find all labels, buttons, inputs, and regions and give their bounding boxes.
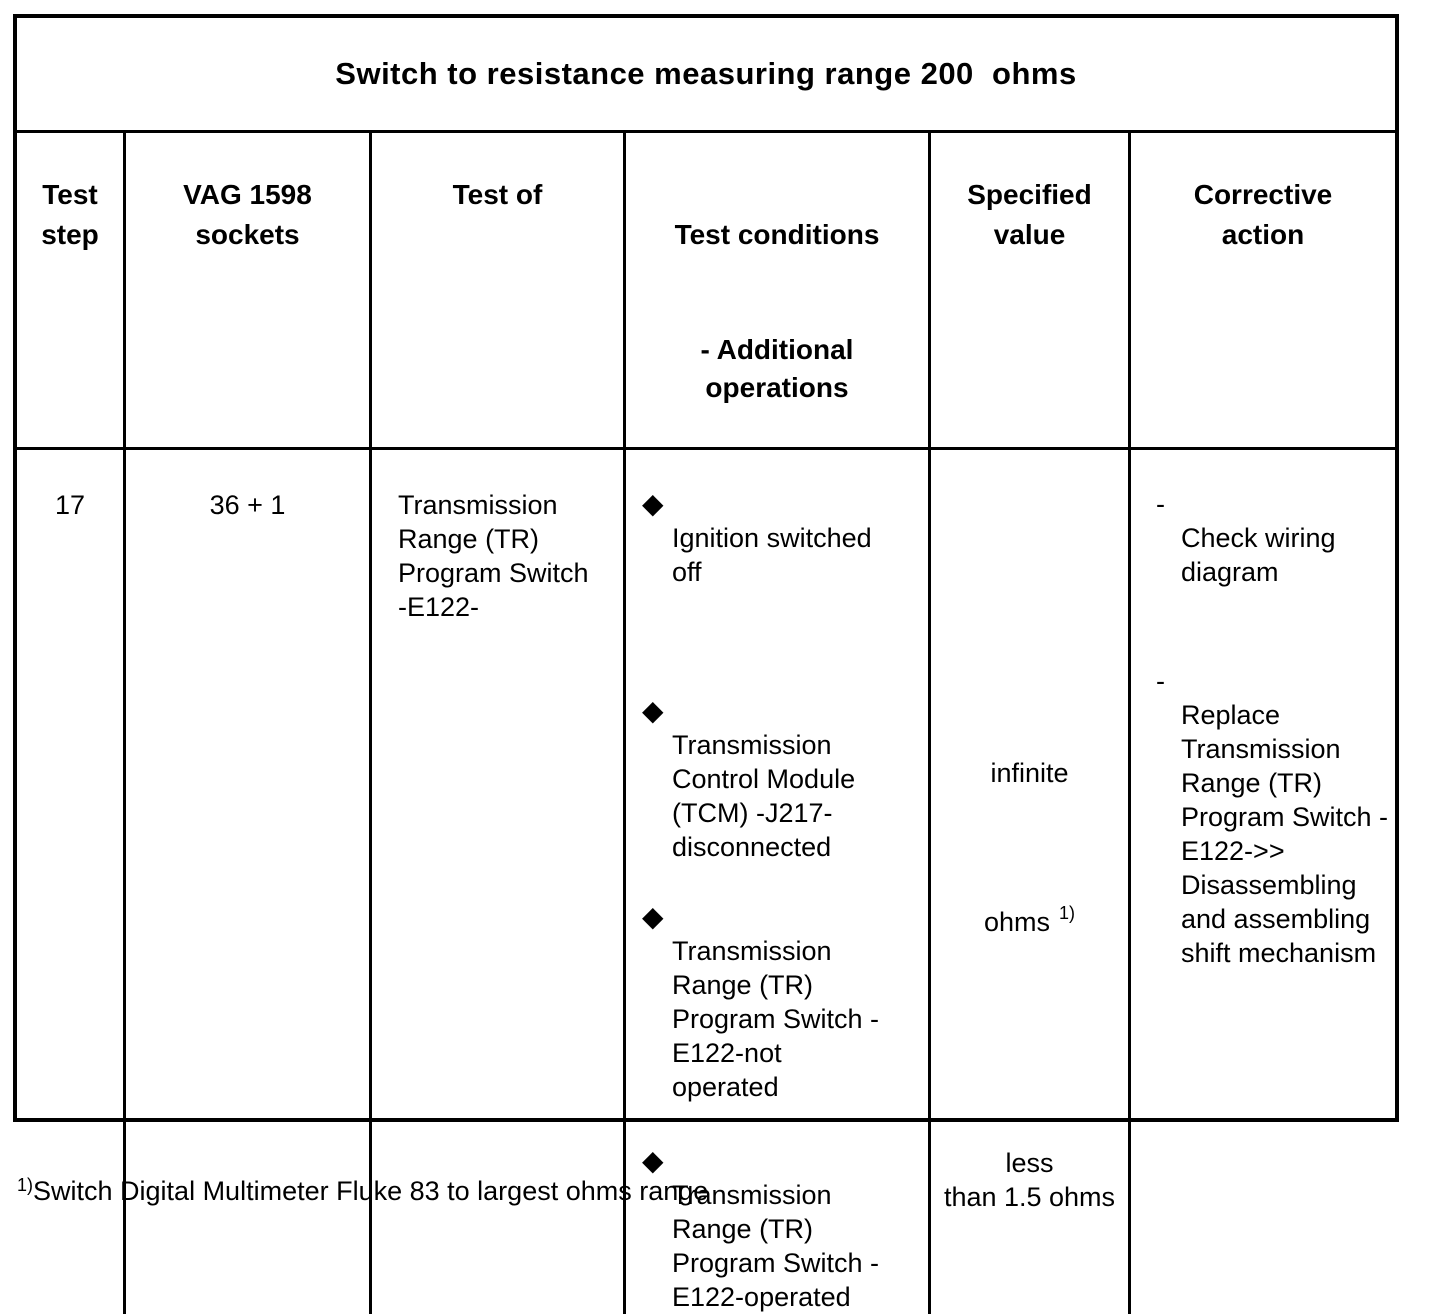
manual-page: Switch to resistance measuring range 200… [13,14,1399,1314]
specified-value-item: ohms 1) [931,864,1128,939]
corrective-action-item: - Replace Transmission Range (TR) Program… [1131,664,1395,970]
corrective-action-text: Replace Transmission Range (TR) Program … [1181,700,1389,968]
footnote-reference: 1) [1059,903,1076,923]
corrective-action-text: Check wiring diagram [1181,523,1336,587]
footnote: 1)Switch Digital Multimeter Fluke 83 to … [17,1168,708,1208]
header-specified-value: Specified value [931,133,1131,447]
table-title-row: Switch to resistance measuring range 200… [17,18,1395,133]
table-title: Switch to resistance measuring range 200… [335,56,1077,91]
corrective-action-item: - Check wiring diagram [1131,487,1395,589]
condition-item: ◆ Ignition switched off [626,487,928,589]
diamond-bullet-icon: ◆ [642,1145,664,1176]
condition-item: ◆ Transmission Range (TR) Program Switch … [626,900,928,1104]
cell-test-of: Transmission Range (TR) Program Switch -… [372,450,626,1314]
table-header-row: Test step VAG 1598 sockets Test of Test … [17,133,1395,450]
header-test-of: Test of [372,133,626,447]
specified-value-text: infinite [990,758,1069,788]
specified-value-text: less than 1.5 ohms [943,1148,1116,1212]
condition-text: Ignition switched off [672,523,872,587]
condition-text: Transmission Range (TR) Program Switch -… [672,936,880,1102]
header-vag-sockets: VAG 1598 sockets [126,133,372,447]
condition-text: Transmission Control Module (TCM) -J217-… [672,730,856,862]
specified-value-item: infinite [931,722,1128,790]
diamond-bullet-icon: ◆ [642,695,664,726]
dash-bullet-icon: - [1156,666,1165,696]
header-additional-operations: - Additional operations [700,334,854,403]
dash-bullet-icon: - [1156,489,1165,519]
cell-test-step: 17 [17,450,126,1314]
condition-item: ◆ Transmission Control Module (TCM) -J217… [626,694,928,864]
cell-corrective-action: - Check wiring diagram - Replace Transmiss… [1131,450,1395,1314]
header-test-conditions: Test conditions - Additional operations [626,133,931,447]
header-test-step: Test step [17,133,126,447]
specified-value-item: less than 1.5 ohms [931,1112,1128,1214]
specified-value-text: ohms [983,907,1050,937]
diamond-bullet-icon: ◆ [642,901,664,932]
table-body-row: 17 36 + 1 Transmission Range (TR) Progra… [17,450,1395,1314]
test-table: Switch to resistance measuring range 200… [13,14,1399,1314]
cell-vag-sockets: 36 + 1 [126,450,372,1314]
footnote-text: Switch Digital Multimeter Fluke 83 to la… [33,1176,709,1206]
cell-specified-value: infinite ohms 1) less than 1.5 ohms [931,450,1131,1314]
diamond-bullet-icon: ◆ [642,488,664,519]
header-corrective-action: Corrective action [1193,179,1333,250]
header-test-conditions-label: Test conditions [674,219,880,250]
footnote-marker: 1) [17,1175,34,1195]
